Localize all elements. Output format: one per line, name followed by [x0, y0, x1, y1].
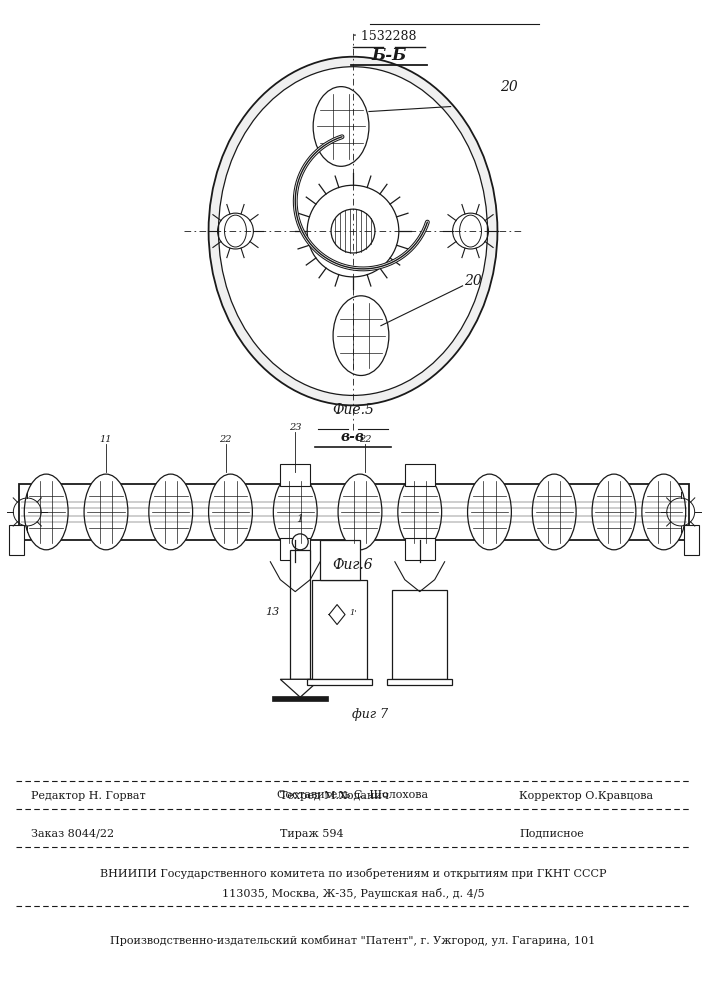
Text: 1: 1 — [297, 514, 304, 524]
Ellipse shape — [209, 57, 498, 405]
Ellipse shape — [84, 474, 128, 550]
Polygon shape — [280, 679, 320, 697]
Text: 113035, Москва, Ж-35, Раушская наб., д. 4/5: 113035, Москва, Ж-35, Раушская наб., д. … — [222, 888, 484, 899]
Ellipse shape — [274, 474, 317, 550]
Ellipse shape — [592, 474, 636, 550]
Text: 22: 22 — [358, 435, 371, 444]
Bar — [312, 580, 367, 679]
Ellipse shape — [460, 215, 481, 247]
Text: фиг 7: фиг 7 — [352, 708, 388, 721]
Text: 1': 1' — [349, 609, 356, 617]
Bar — [405, 464, 435, 486]
Ellipse shape — [148, 474, 192, 550]
Ellipse shape — [225, 215, 247, 247]
Bar — [9, 525, 24, 555]
Bar — [280, 464, 310, 486]
Text: 20: 20 — [464, 274, 482, 288]
Text: 22: 22 — [219, 435, 232, 444]
Ellipse shape — [218, 67, 487, 395]
Bar — [387, 679, 452, 685]
Bar — [320, 540, 360, 580]
Ellipse shape — [209, 474, 252, 550]
Bar — [307, 679, 372, 685]
Text: в-в: в-в — [341, 430, 365, 444]
Text: Фиг.6: Фиг.6 — [333, 558, 373, 572]
Text: Техред М.Ходанич: Техред М.Ходанич — [280, 791, 390, 801]
Ellipse shape — [313, 87, 369, 166]
Text: 13: 13 — [265, 607, 279, 617]
Bar — [272, 696, 328, 701]
Text: Б-Б: Б-Б — [371, 47, 407, 64]
Bar — [291, 550, 310, 679]
Text: Составитель С. Шолохова: Составитель С. Шолохова — [277, 790, 428, 800]
Text: · 1532288: · 1532288 — [353, 30, 416, 43]
Text: Заказ 8044/22: Заказ 8044/22 — [31, 829, 115, 839]
Bar — [684, 525, 699, 555]
Bar — [280, 538, 310, 560]
Circle shape — [331, 209, 375, 253]
Ellipse shape — [467, 474, 511, 550]
Ellipse shape — [642, 474, 686, 550]
Text: Корректор О.Кравцова: Корректор О.Кравцова — [520, 791, 653, 801]
Ellipse shape — [532, 474, 576, 550]
Circle shape — [292, 534, 308, 550]
Text: Производственно-издательский комбинат "Патент", г. Ужгород, ул. Гагарина, 101: Производственно-издательский комбинат "П… — [110, 935, 595, 946]
Bar — [405, 538, 435, 560]
Bar — [19, 484, 689, 540]
Ellipse shape — [338, 474, 382, 550]
Ellipse shape — [398, 474, 442, 550]
Text: Фие.5: Фие.5 — [332, 403, 374, 417]
Bar — [392, 590, 447, 679]
Text: Тираж 594: Тираж 594 — [280, 829, 344, 839]
Text: Подписное: Подписное — [520, 829, 584, 839]
Text: 11: 11 — [100, 435, 112, 444]
Circle shape — [307, 185, 399, 277]
Text: 20: 20 — [501, 80, 518, 94]
Ellipse shape — [333, 296, 389, 375]
Text: 23: 23 — [289, 423, 301, 432]
Text: Редактор Н. Горват: Редактор Н. Горват — [31, 791, 146, 801]
Text: ВНИИПИ Государственного комитета по изобретениям и открытиям при ГКНТ СССР: ВНИИПИ Государственного комитета по изоб… — [100, 868, 606, 879]
Ellipse shape — [24, 474, 68, 550]
